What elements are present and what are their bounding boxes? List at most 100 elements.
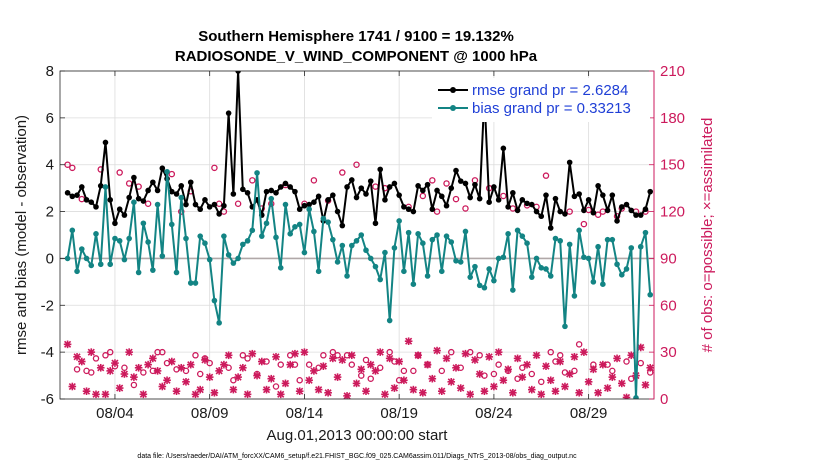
rmse-point <box>495 197 502 203</box>
y-tick-label: -4 <box>41 344 54 361</box>
rmse-point <box>112 220 118 227</box>
y-tick-label: 0 <box>46 250 54 267</box>
bias-point <box>197 233 204 239</box>
obs-possible-point <box>462 205 469 212</box>
rmse-point <box>491 184 497 190</box>
rmse-point <box>462 180 469 187</box>
obs-assimilated-point <box>447 378 456 386</box>
obs-possible-point <box>433 208 441 215</box>
obs-possible-point <box>476 352 483 359</box>
obs-assimilated-point <box>617 379 626 388</box>
obs-assimilated-point <box>243 390 252 399</box>
bias-point <box>566 241 573 248</box>
rmse-point <box>306 201 312 208</box>
obs-assimilated-point <box>120 370 129 378</box>
obs-assimilated-point <box>466 390 475 399</box>
obs-assimilated-point <box>262 385 271 394</box>
obs-assimilated-point <box>423 360 432 369</box>
rmse-point <box>623 201 630 208</box>
bias-point <box>386 317 393 324</box>
rmse-point <box>348 177 355 183</box>
obs-assimilated-point <box>267 374 276 383</box>
legend-bias-marker <box>450 105 456 111</box>
obs-assimilated-point <box>281 379 290 388</box>
obs-assimilated-point <box>101 390 110 399</box>
obs-possible-point <box>130 381 138 389</box>
rmse-point <box>140 198 147 204</box>
rmse-point <box>126 194 132 201</box>
bias-point <box>83 255 90 262</box>
x-tick-label: 08/19 <box>380 405 418 422</box>
rmse-point <box>315 193 322 200</box>
rmse-point <box>618 204 625 210</box>
obs-assimilated-point <box>186 360 195 369</box>
bias-point <box>547 273 554 279</box>
obs-assimilated-point <box>594 388 602 397</box>
rmse-point <box>93 204 99 210</box>
x-tick-label: 08/24 <box>475 405 513 422</box>
rmse-point <box>519 197 526 203</box>
rmse-point <box>486 199 492 205</box>
rmse-point <box>604 207 611 214</box>
rmse-point <box>88 199 95 205</box>
y-tick-label-right: 30 <box>660 344 677 361</box>
rmse-point <box>505 204 511 210</box>
rmse-point <box>216 211 222 217</box>
obs-assimilated-point <box>220 360 228 369</box>
rmse-point <box>277 184 284 190</box>
obs-possible-point <box>376 364 384 372</box>
obs-assimilated-point <box>253 371 261 380</box>
bias-point <box>107 261 114 268</box>
bias-point <box>202 240 208 246</box>
obs-assimilated-point <box>329 354 337 363</box>
rmse-point <box>443 202 450 209</box>
bias-point <box>510 287 516 293</box>
bias-point <box>221 233 227 239</box>
bias-point <box>150 267 156 273</box>
legend-box <box>432 78 650 122</box>
rmse-point <box>178 183 185 189</box>
obs-assimilated-point <box>551 387 560 395</box>
obs-assimilated-point <box>300 348 309 356</box>
obs-possible-point <box>168 170 176 178</box>
bias-point <box>211 297 218 304</box>
obs-assimilated-point <box>362 387 370 395</box>
rmse-point <box>590 209 597 216</box>
bias-point <box>325 219 331 225</box>
plot-area <box>60 71 654 399</box>
x-tick-label: 08/04 <box>96 405 134 422</box>
bias-point <box>330 236 336 243</box>
bias-point <box>183 235 189 242</box>
obs-assimilated-point <box>437 387 446 395</box>
bias-point <box>187 280 194 286</box>
rmse-point <box>301 202 308 209</box>
rmse-point <box>121 212 128 218</box>
bias-point <box>405 229 412 236</box>
y-tick-label: 6 <box>46 110 54 127</box>
obs-assimilated-point <box>499 376 508 385</box>
bias-point <box>585 255 592 262</box>
obs-assimilated-point <box>613 354 621 363</box>
obs-assimilated-point <box>419 388 427 397</box>
bias-point <box>500 254 507 261</box>
obs-possible-point <box>88 369 95 376</box>
obs-assimilated-point <box>305 376 313 385</box>
y-tick-label-right: 0 <box>660 391 668 408</box>
bias-point <box>396 218 402 224</box>
obs-assimilated-point <box>149 354 157 363</box>
obs-assimilated-point <box>201 356 209 364</box>
y-tick-label: -2 <box>41 297 54 314</box>
obs-assimilated-point <box>347 351 356 360</box>
obs-assimilated-point <box>584 378 593 386</box>
bias-point <box>614 261 620 268</box>
chart-subtitle: RADIOSONDE_V_WIND_COMPONENT @ 1000 hPa <box>175 48 538 65</box>
obs-assimilated-point <box>575 388 583 397</box>
obs-possible-point <box>291 361 299 368</box>
bias-point <box>476 282 483 289</box>
rmse-point <box>334 208 341 215</box>
rmse-point <box>296 206 303 213</box>
obs-assimilated-point <box>456 384 465 392</box>
obs-assimilated-point <box>239 363 247 372</box>
rmse-point <box>420 187 426 194</box>
obs-assimilated-point <box>125 348 133 356</box>
